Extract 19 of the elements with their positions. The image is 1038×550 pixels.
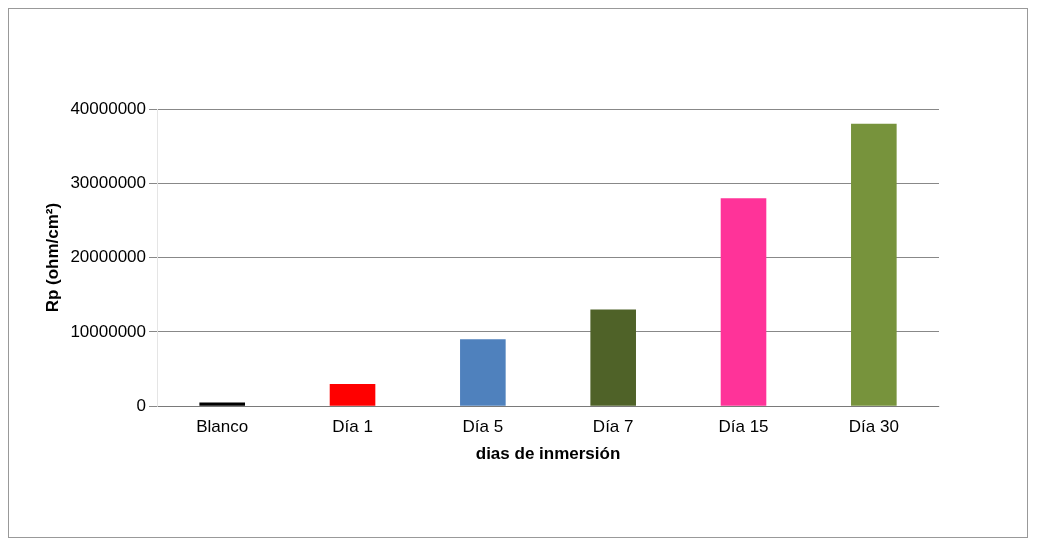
bar — [460, 339, 506, 406]
bar — [199, 402, 246, 406]
x-tick-label: Día 15 — [718, 417, 769, 437]
x-tick-label: Día 5 — [462, 417, 504, 437]
x-tick-label: Día 1 — [332, 417, 373, 437]
x-tick-label: Blanco — [196, 417, 249, 437]
y-tick-label: 30000000 — [70, 172, 147, 192]
bar — [720, 198, 767, 406]
x-tick-label: Día 30 — [848, 417, 899, 437]
x-tick-label: Día 7 — [592, 417, 634, 437]
bar — [851, 123, 897, 406]
bar — [329, 383, 376, 406]
y-tick-label: 20000000 — [70, 247, 147, 267]
y-tick-label: 10000000 — [70, 321, 147, 341]
y-tick-label: 0 — [136, 395, 147, 415]
y-axis-title: Rp (ohm/cm²) — [42, 202, 62, 313]
y-tick-label: 40000000 — [70, 98, 147, 118]
bar — [590, 309, 636, 406]
x-axis-title: dias de inmersión — [475, 444, 621, 464]
